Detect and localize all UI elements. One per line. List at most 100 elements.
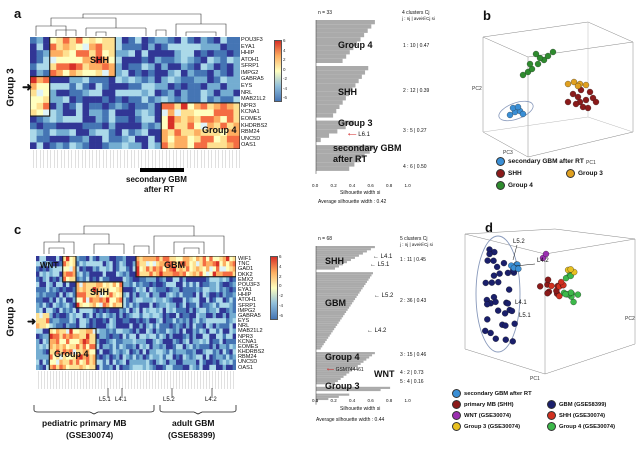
silhouette-bar	[316, 330, 333, 333]
colorbar-tick: 2	[279, 273, 282, 279]
silhouette-bar	[316, 371, 350, 374]
silhouette-bar	[316, 145, 375, 150]
panel-c-col-dendrogram	[43, 225, 225, 254]
pca-point	[496, 270, 503, 277]
pca-axis-label: PC1	[586, 160, 596, 166]
gene-label: HHIP	[238, 292, 252, 299]
panel-d-pca-3d: PC2 PC1 L5.2 L4.2 L4.1 L5.1	[464, 228, 636, 382]
gene-label: RBM24	[238, 354, 257, 361]
gene-label: OAS1	[238, 364, 253, 371]
colorbar-tick: -2	[283, 76, 288, 81]
panel-a-sil-subheader: j : nj | avei∈Cj si	[402, 16, 435, 21]
colorbar-tick: -2	[279, 293, 284, 299]
pca-point	[592, 98, 600, 106]
panel-c-gene-list: WIF1 TNC GAD1 DKK2 EMX2 POU3F3 EYA1 HHIP ATOH1 SF…	[238, 256, 264, 371]
silhouette-stat: 2 : 36 | 0.43	[400, 298, 427, 304]
silhouette-bar	[316, 263, 343, 266]
panel-a-sil-afterrt: after RT	[333, 154, 368, 164]
silhouette-bar	[316, 310, 347, 313]
silhouette-bar	[316, 113, 334, 118]
panel-c-heatmap: WNT SHH GBM Group 4	[36, 256, 236, 370]
silhouette-bar	[316, 166, 350, 171]
panel-c-sil-header: 5 clusters Cj	[400, 236, 428, 242]
panel-c-label-l42: L4.2	[205, 397, 217, 403]
silhouette-bar	[316, 282, 366, 286]
silhouette-bar	[316, 343, 324, 346]
pca-point	[534, 60, 542, 68]
heatmap-box-label: GBM	[164, 260, 185, 270]
gene-label: KCNA1	[241, 109, 260, 116]
gene-label: OAS1	[241, 142, 256, 149]
panel-c-sample-axis	[36, 371, 236, 389]
pca-point	[484, 257, 491, 264]
silhouette-bar	[316, 153, 365, 158]
silhouette-bar	[316, 373, 347, 376]
colorbar-tick: 0	[279, 283, 282, 289]
heatmap-box-label: WNT	[40, 261, 58, 270]
gene-label: ATOH1	[238, 297, 257, 304]
legend-item: SHH	[496, 169, 566, 178]
panel-c-bottom-left-1: pediatric primary MB	[42, 418, 127, 428]
silhouette-bar	[316, 109, 337, 114]
silhouette-bar	[316, 375, 344, 378]
silhouette-xtick: 0.4	[349, 183, 356, 188]
colorbar-tick: 0	[283, 66, 286, 72]
silhouette-stat: 4 : 6 | 0.50	[403, 164, 427, 170]
pca-point	[572, 100, 580, 108]
silhouette-bar	[316, 315, 344, 318]
silhouette-bar	[316, 261, 347, 264]
pca-point	[586, 88, 594, 96]
pca-point	[582, 96, 590, 104]
panel-a-heatmap: SHH Group 4	[30, 37, 240, 149]
silhouette-stat: 5 : 4 | 0.16	[400, 379, 424, 385]
gene-label: EYA1	[241, 43, 255, 50]
silhouette-bar	[316, 66, 369, 71]
pca-point	[502, 322, 509, 329]
panel-a-label: a	[14, 6, 22, 21]
pca-point	[488, 279, 496, 286]
gene-label: UNC5D	[238, 359, 258, 366]
pca-point	[574, 291, 582, 298]
silhouette-xtick: 0.0	[312, 398, 319, 403]
silhouette-bar	[316, 162, 355, 167]
silhouette-bar	[316, 397, 329, 401]
pca-point	[574, 82, 582, 90]
silhouette-bar	[316, 308, 348, 311]
silhouette-bar	[316, 297, 356, 301]
panel-a-silhouette-plot	[315, 20, 375, 174]
pca-point	[490, 272, 498, 279]
gene-label: IMPG2	[238, 307, 256, 314]
pca-point	[504, 269, 512, 277]
silhouette-bar	[316, 377, 341, 380]
panel-d-label: d	[485, 220, 493, 235]
panel-c-sil-shh: SHH	[325, 256, 345, 266]
pca-point	[490, 257, 497, 264]
panel-c-sil-avg: Average silhouette width : 0.44	[316, 417, 385, 423]
pca-sample-label: L5.2	[513, 239, 525, 245]
silhouette-bar	[316, 302, 353, 305]
pca-sample-label: L5.1	[519, 313, 531, 319]
silhouette-bar	[316, 395, 339, 398]
pca-point	[492, 335, 499, 342]
silhouette-bar	[316, 345, 323, 348]
pca-point	[484, 316, 491, 323]
legend-dot-icon	[566, 169, 575, 178]
panel-a-sil-l61: ⟵ L6.1	[348, 132, 370, 138]
legend-label: Group 3	[578, 170, 603, 177]
silhouette-bar	[316, 356, 370, 359]
gene-label: GABRA5	[241, 76, 264, 83]
silhouette-bar	[316, 369, 353, 372]
pca-point	[509, 338, 516, 345]
legend-dot-icon	[496, 157, 505, 166]
gene-label: DKK2	[238, 271, 253, 278]
colorbar-tick: 6	[279, 254, 282, 259]
panel-d-legend: secondary GBM after RT primary MB (SHH) GB…	[452, 389, 640, 431]
silhouette-bar	[316, 285, 365, 288]
silhouette-bar	[316, 54, 347, 59]
legend-label: SHH	[508, 170, 522, 177]
gene-label: POU3F3	[238, 281, 260, 288]
silhouette-bar	[316, 74, 362, 79]
panel-a-bracket-bar	[140, 168, 184, 172]
heatmap-box-label: SHH	[90, 55, 109, 65]
legend-label: WNT (GSE30074)	[464, 412, 512, 419]
